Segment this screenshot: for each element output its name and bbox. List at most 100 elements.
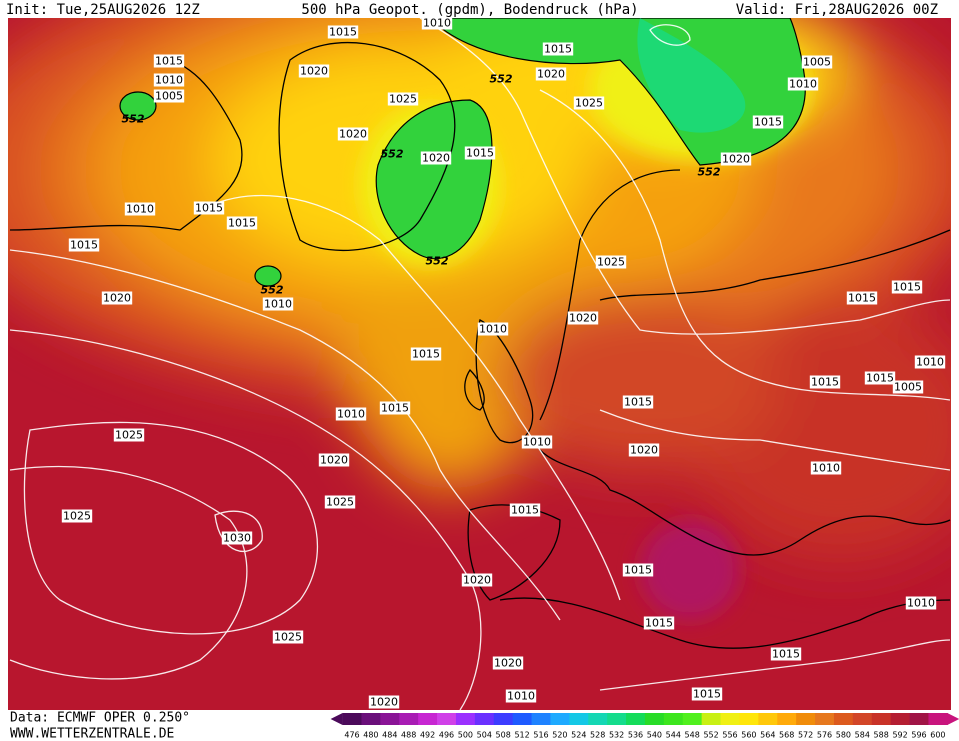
colorbar-label: 552	[703, 731, 718, 740]
colorbar-label: 480	[363, 731, 378, 740]
colorbar-label: 568	[779, 731, 794, 740]
isobar-label: 1005	[155, 90, 183, 103]
isobar-label: 1010	[479, 323, 507, 336]
isobar-label: 1005	[894, 381, 922, 394]
isobar-label: 1005	[803, 56, 831, 69]
isobar-label-box	[864, 371, 896, 385]
colorbar-cell	[569, 713, 589, 725]
colorbar-arrow-left	[330, 713, 343, 725]
isobar-label-box	[509, 503, 541, 517]
isobar-label-box	[720, 152, 752, 166]
isobar-label: 1010	[155, 74, 183, 87]
isobar-label-box	[68, 238, 100, 252]
colorbar-arrow-right	[947, 713, 959, 725]
colorbar-label: 564	[760, 731, 775, 740]
isobar-label-box	[61, 509, 93, 523]
isobar-label: 1015	[848, 292, 876, 305]
isobar-label-box	[521, 435, 553, 449]
colorbar-label: 500	[458, 731, 473, 740]
init-time: Init: Tue,25AUG2026 12Z	[6, 2, 200, 18]
colorbar-label: 580	[836, 731, 851, 740]
isobar-label-box	[421, 16, 453, 30]
isobar-label-box	[337, 127, 369, 141]
isobar-label-box	[492, 656, 524, 670]
colorbar-cell	[361, 713, 381, 725]
isobar-label: 1010	[523, 436, 551, 449]
isobar-label: 1020	[630, 444, 658, 457]
colorbar-cell	[418, 713, 438, 725]
colorbar-label: 600	[930, 731, 945, 740]
colorbar-label: 512	[514, 731, 529, 740]
colorbar-cell	[758, 713, 778, 725]
colorbar-label: 576	[817, 731, 832, 740]
geopotential-label: 552	[426, 255, 449, 268]
isobar-label-box	[505, 689, 537, 703]
isobar-label-box	[535, 67, 567, 81]
colorbar-label: 476	[344, 731, 359, 740]
colorbar-cell	[531, 713, 551, 725]
isobar-label: 1015	[228, 217, 256, 230]
colorbar-cell	[342, 713, 362, 725]
isobar-label-box	[221, 531, 253, 545]
isobar-label-box	[124, 202, 156, 216]
isobar-label-box	[153, 73, 185, 87]
isobar-label-box	[573, 96, 605, 110]
isobar-label: 1010	[126, 203, 154, 216]
isobar-label: 1020	[722, 153, 750, 166]
colorbar-cell	[493, 713, 514, 725]
isobar-label: 1010	[907, 597, 935, 610]
colorbar-cell	[607, 713, 627, 725]
isobar-label-box	[368, 695, 400, 709]
isobar-label: 1010	[264, 298, 292, 311]
isobar-label-box	[905, 596, 937, 610]
isobar-label-box	[464, 146, 496, 160]
isobar-label: 1015	[70, 239, 98, 252]
isobar-label-box	[461, 573, 493, 587]
isobar-label: 1025	[326, 496, 354, 509]
isobar-label: 1015	[772, 648, 800, 661]
isobar-label: 1015	[329, 26, 357, 39]
colorbar-cell	[871, 713, 892, 725]
isobar-label-box	[891, 280, 923, 294]
colorbar: 476 480 484 488 492 496 500 504 508 512 516 520 524 5…	[330, 713, 959, 740]
colorbar-label: 508	[496, 731, 511, 740]
isobar-label-box	[595, 255, 627, 269]
map-title: 500 hPa Geopot. (gpdm), Bodendruck (hPa)	[301, 2, 638, 18]
colorbar-label: 592	[892, 731, 907, 740]
colorbar-cell	[474, 713, 495, 725]
isobar-label-box	[153, 89, 185, 103]
colorbar-cell	[455, 713, 476, 725]
colorbar-label: 572	[798, 731, 813, 740]
site-url: WWW.WETTERZENTRALE.DE	[10, 727, 174, 741]
isobar-label-box	[318, 453, 350, 467]
isobar-label-box	[622, 395, 654, 409]
isobar-label: 1015	[195, 202, 223, 215]
colorbar-label: 596	[911, 731, 926, 740]
isobar-label: 1015	[624, 396, 652, 409]
isobar-label: 1015	[466, 147, 494, 160]
colorbar-cell	[399, 713, 419, 725]
colorbar-label: 520	[552, 731, 567, 740]
isobar-label: 1030	[223, 532, 251, 545]
colorbar-label: 516	[533, 731, 548, 740]
colorbar-cell	[380, 713, 400, 725]
colorbar-cell	[437, 713, 457, 725]
isobar-label: 1010	[337, 408, 365, 421]
isobar-label: 1015	[544, 43, 572, 56]
isobar-label: 1020	[300, 65, 328, 78]
isobar-label-box	[643, 616, 675, 630]
isobar-label: 1025	[597, 256, 625, 269]
isobar-label-box	[542, 42, 574, 56]
colorbar-cell	[909, 713, 929, 725]
isobar-label: 1015	[754, 116, 782, 129]
colorbar-label: 560	[741, 731, 756, 740]
isobar-label: 1020	[370, 696, 398, 709]
isobar-label-box	[477, 322, 509, 336]
isobar-label: 1020	[103, 292, 131, 305]
isobar-label: 1025	[274, 631, 302, 644]
isobar-label-box	[622, 563, 654, 577]
colorbar-cell	[796, 713, 816, 725]
isobar-label-box	[420, 151, 452, 165]
isobar-label-box	[410, 347, 442, 361]
